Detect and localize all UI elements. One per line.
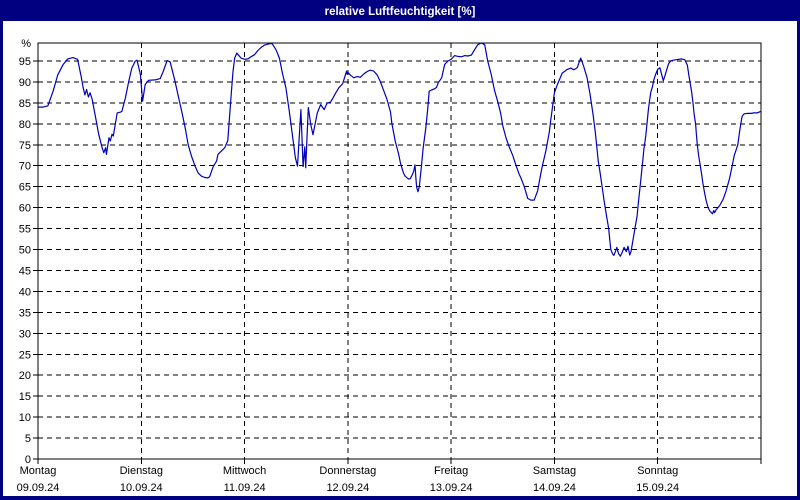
window-border-bottom [0, 496, 800, 500]
y-axis-tick-label: 0 [25, 454, 31, 466]
x-axis-day-label: Dienstag [120, 465, 163, 477]
y-axis-tick-label: 90 [19, 77, 31, 89]
y-axis-tick-label: 75 [19, 140, 31, 152]
y-axis-tick-label: 45 [19, 265, 31, 277]
humidity-line [37, 42, 762, 257]
x-axis-date-label: 15.09.24 [636, 482, 679, 494]
x-axis-day-label: Montag [20, 465, 57, 477]
plot-frame [37, 42, 762, 460]
x-axis-date-label: 11.09.24 [224, 482, 266, 494]
window-border-left [0, 0, 3, 500]
x-axis-date-label: 14.09.24 [533, 482, 576, 494]
y-axis-tick-label: 35 [19, 307, 31, 319]
plot-area: 0 5 10 15 20 25 30 35 40 45 50 55 60 65 70 75 80 85 90 95% M… [17, 38, 762, 494]
x-axis-date-label: 10.09.24 [120, 482, 163, 494]
x-axis-day-label: Mittwoch [223, 465, 266, 477]
y-axis-tick-label: 30 [19, 328, 31, 340]
x-axis-day-label: Sonntag [637, 465, 678, 477]
x-axis-day-label: Donnerstag [319, 465, 376, 477]
y-axis-unit-label: % [21, 38, 31, 50]
y-axis-tick-label: 20 [19, 370, 31, 382]
x-axis-day-label: Samstag [533, 465, 576, 477]
y-axis-tick-label: 10 [19, 412, 31, 424]
y-axis-tick-label: 25 [19, 349, 31, 361]
x-axis-date-label: 13.09.24 [430, 482, 473, 494]
y-axis-tick-label: 60 [19, 203, 31, 215]
y-axis-tick-label: 55 [19, 224, 31, 236]
y-axis-tick-label: 85 [19, 98, 31, 110]
x-axis-date-label: 09.09.24 [17, 482, 60, 494]
window-title: relative Luftfeuchtigkeit [%] [325, 6, 476, 18]
y-axis-tick-label: 70 [19, 161, 31, 173]
x-axis-day-label: Freitag [434, 465, 468, 477]
window-border-right [797, 0, 800, 500]
y-axis-tick-label: 5 [25, 433, 31, 445]
y-axis-tick-label: 65 [19, 182, 31, 194]
x-axis-date-label: 12.09.24 [326, 482, 369, 494]
y-axis-tick-label: 50 [19, 245, 31, 257]
y-axis-tick-label: 95 [19, 56, 31, 68]
window-titlebar [0, 0, 800, 21]
y-axis-tick-label: 40 [19, 286, 31, 298]
y-axis-tick-label: 15 [19, 391, 31, 403]
y-axis-tick-label: 80 [19, 119, 31, 131]
